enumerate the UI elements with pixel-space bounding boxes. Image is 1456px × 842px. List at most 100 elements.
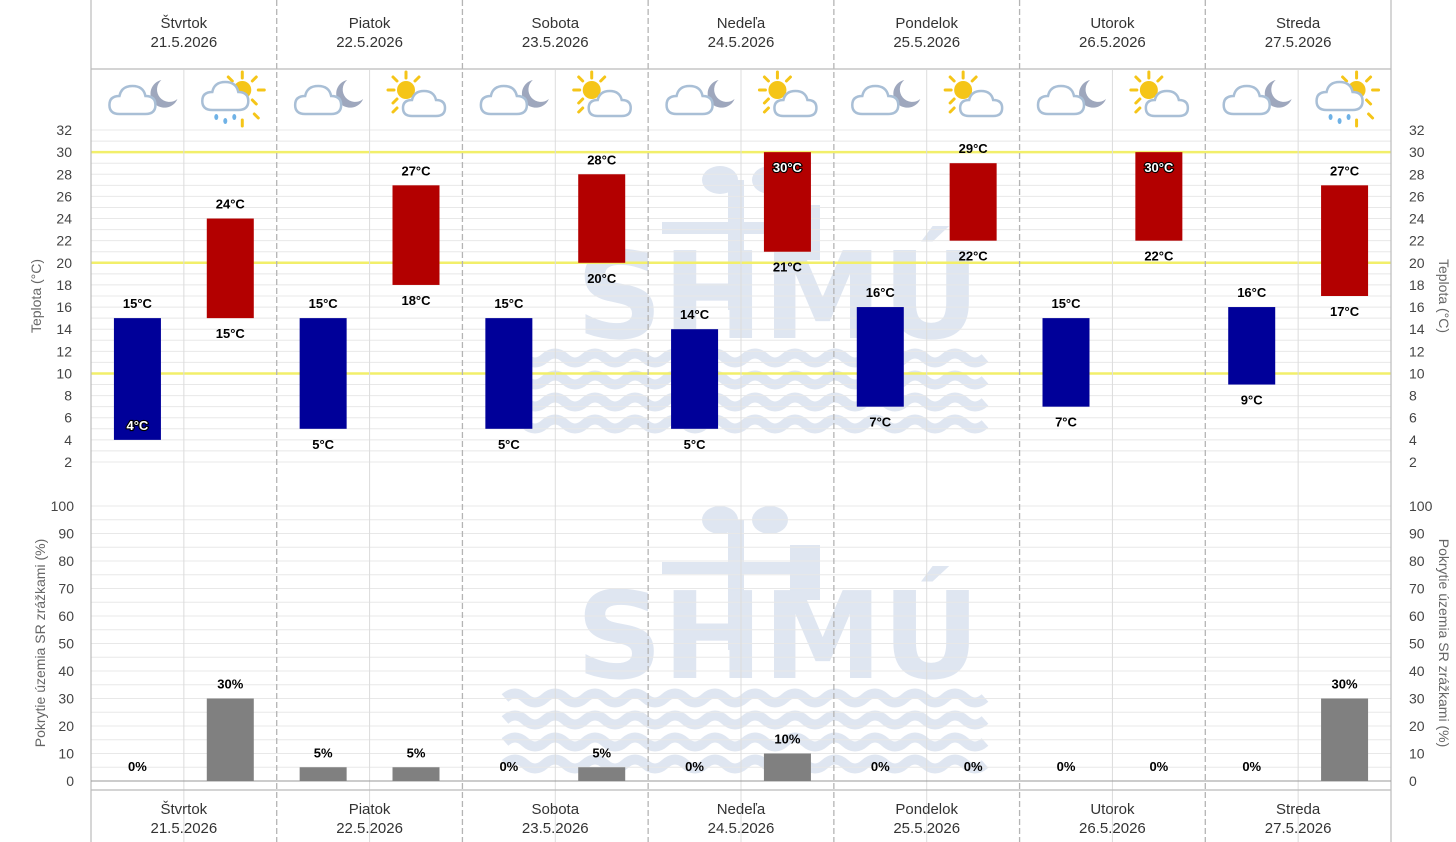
temp-high-label: 29°C <box>959 141 989 156</box>
day-temp-bar <box>206 218 254 319</box>
day-temp-bar <box>949 163 997 241</box>
day-date-label: 24.5.2026 <box>708 820 775 837</box>
day-header-top: Štvrtok 21.5.2026 Piatok 22.5.2026 Sobota 23.… <box>150 15 1331 51</box>
temperature-axis-title: Teplota (°C) <box>1436 259 1452 333</box>
sun-cloud-icon <box>1129 70 1190 118</box>
y-tick-label: 2 <box>1409 454 1417 470</box>
temp-high-label: 24°C <box>216 197 246 212</box>
temp-low-label: 5°C <box>684 437 706 452</box>
temp-high-label: 30°C <box>1144 160 1174 175</box>
y-tick-label: 16 <box>56 299 72 315</box>
day-date-label: 22.5.2026 <box>336 820 403 837</box>
y-tick-label: 8 <box>64 388 72 404</box>
precip-label: 30% <box>1332 677 1358 692</box>
temp-low-label: 15°C <box>216 326 246 341</box>
precip-label: 0% <box>1242 759 1261 774</box>
y-tick-label: 50 <box>1409 636 1425 652</box>
day-temp-bar <box>1135 152 1183 241</box>
y-tick-label: 80 <box>58 553 74 569</box>
sun-cloud-icon <box>572 70 633 118</box>
y-tick-label: 26 <box>1409 188 1425 204</box>
day-date-label: 23.5.2026 <box>522 820 589 837</box>
temp-high-label: 27°C <box>401 163 431 178</box>
temp-high-label: 14°C <box>680 307 710 322</box>
temperature-bars: 15°C 4°C 24°C 15°C 15°C 5°C 27°C 18°C 15°C 5°C 28°… <box>113 141 1369 452</box>
precip-label: 0% <box>1057 759 1076 774</box>
y-tick-label: 60 <box>58 608 74 624</box>
precip-label: 0% <box>1149 759 1168 774</box>
night-temp-bar <box>113 318 161 440</box>
temp-low-label: 5°C <box>312 437 334 452</box>
sun-cloud-icon <box>943 70 1004 118</box>
precip-label: 5% <box>592 745 611 760</box>
cloud-moon-icon <box>1222 78 1293 116</box>
day-name-label: Streda <box>1276 801 1321 818</box>
day-precip-bar <box>763 753 811 781</box>
temp-high-label: 28°C <box>587 152 617 167</box>
cloud-moon-icon <box>851 78 922 116</box>
day-date-label: 21.5.2026 <box>150 34 217 51</box>
y-tick-label: 26 <box>56 188 72 204</box>
day-name-label: Nedeľa <box>717 801 766 818</box>
day-temp-bar <box>578 174 626 263</box>
precipitation-axis-title: Pokrytie územia SR zrážkami (%) <box>32 539 48 748</box>
night-temp-bar <box>485 318 533 429</box>
day-name-label: Piatok <box>349 15 391 32</box>
y-tick-label: 28 <box>56 166 72 182</box>
sun-cloud-icon <box>386 70 447 118</box>
day-name-label: Štvrtok <box>161 15 208 32</box>
temp-high-label: 15°C <box>123 296 153 311</box>
day-name-label: Štvrtok <box>161 801 208 818</box>
day-name-label: Pondelok <box>895 15 958 32</box>
y-tick-label: 32 <box>1409 122 1425 138</box>
temp-low-label: 18°C <box>401 293 431 308</box>
precip-label: 0% <box>871 759 890 774</box>
y-tick-label: 18 <box>1409 277 1425 293</box>
day-date-label: 27.5.2026 <box>1265 820 1332 837</box>
day-date-label: 27.5.2026 <box>1265 34 1332 51</box>
y-tick-label: 28 <box>1409 166 1425 182</box>
y-tick-label: 24 <box>56 211 72 227</box>
y-tick-label: 14 <box>1409 321 1425 337</box>
y-tick-label: 6 <box>1409 410 1417 426</box>
temp-low-label: 7°C <box>869 415 891 430</box>
temp-low-label: 22°C <box>959 249 989 264</box>
temp-low-label: 17°C <box>1330 304 1360 319</box>
night-temp-bar <box>1228 307 1276 385</box>
precipitation-y-axis-left: 0 10 20 30 40 50 60 70 80 90 100 <box>51 498 75 789</box>
y-tick-label: 2 <box>64 454 72 470</box>
day-name-label: Sobota <box>532 801 580 818</box>
precip-label: 30% <box>217 677 243 692</box>
precipitation-axis-title: Pokrytie územia SR zrážkami (%) <box>1436 539 1452 748</box>
y-tick-label: 100 <box>51 498 75 514</box>
y-tick-label: 30 <box>58 691 74 707</box>
temp-low-label: 9°C <box>1241 393 1263 408</box>
cloud-moon-icon <box>665 78 736 116</box>
precip-label: 0% <box>128 759 147 774</box>
temperature-axis-title: Teplota (°C) <box>28 259 44 333</box>
temp-high-label: 16°C <box>866 285 896 300</box>
temp-high-label: 15°C <box>1051 296 1081 311</box>
day-name-label: Nedeľa <box>717 15 766 32</box>
y-tick-label: 30 <box>1409 691 1425 707</box>
y-tick-label: 20 <box>56 255 72 271</box>
temp-high-label: 15°C <box>309 296 339 311</box>
sun-cloud-rain-icon <box>200 70 266 128</box>
y-tick-label: 4 <box>1409 432 1417 448</box>
y-tick-label: 6 <box>64 410 72 426</box>
temp-high-label: 16°C <box>1237 285 1267 300</box>
y-tick-label: 70 <box>1409 581 1425 597</box>
sun-cloud-icon <box>757 70 818 118</box>
day-header-bottom: Štvrtok 21.5.2026 Piatok 22.5.2026 Sobota 23.… <box>150 801 1331 837</box>
cloud-moon-icon <box>1036 78 1108 116</box>
y-tick-label: 20 <box>58 718 74 734</box>
cloud-moon-icon <box>293 78 365 116</box>
y-tick-label: 10 <box>58 746 74 762</box>
y-tick-label: 20 <box>1409 255 1425 271</box>
y-tick-label: 50 <box>58 636 74 652</box>
day-precip-bar <box>392 767 440 781</box>
y-tick-label: 70 <box>58 581 74 597</box>
